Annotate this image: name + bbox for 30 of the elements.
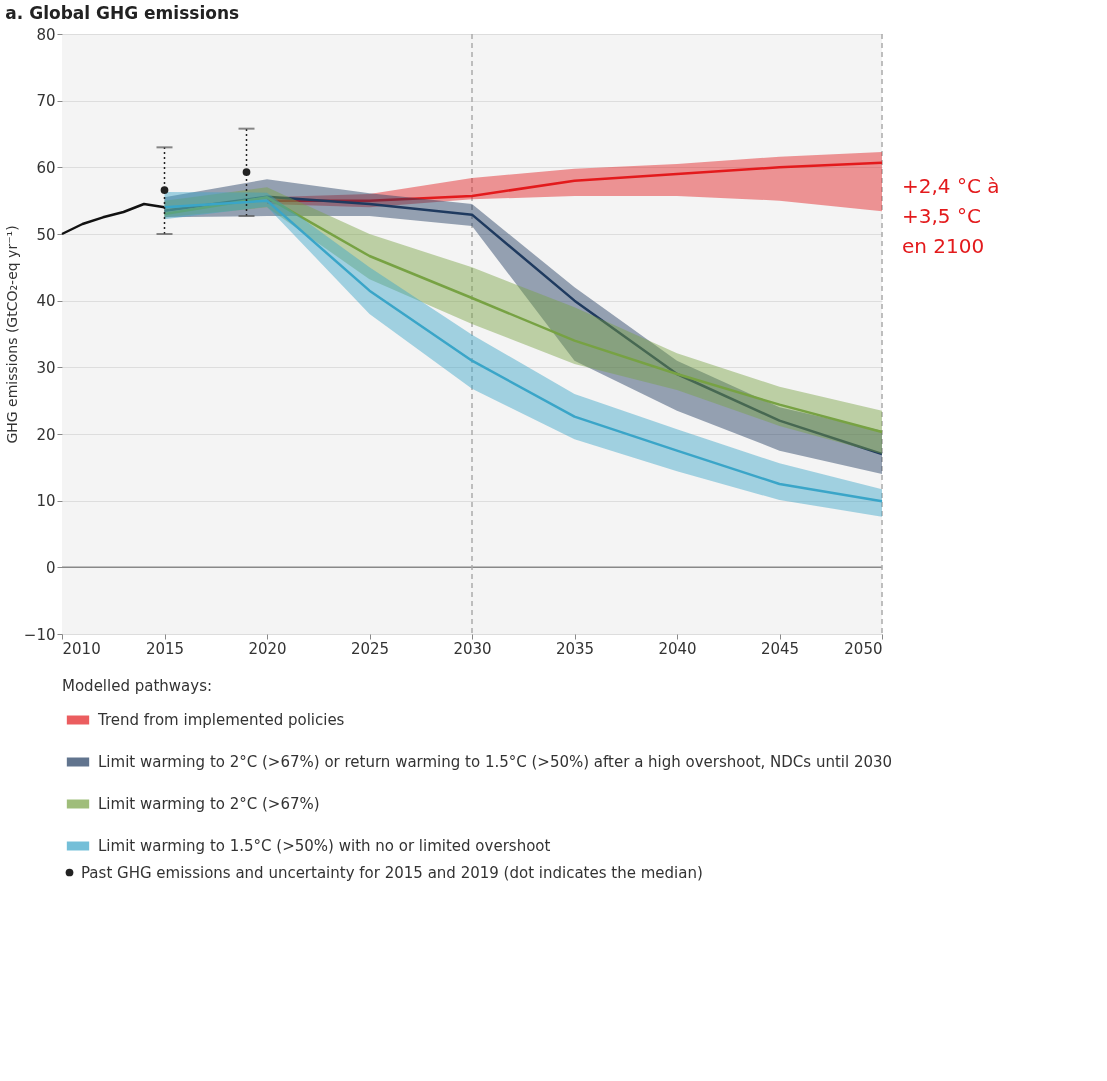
y-tick-label: 40 <box>36 292 56 311</box>
y-tick-label: −10 <box>23 625 56 644</box>
line-series <box>60 202 166 236</box>
legend-label: Limit warming to 1.5°C (>50%) with no or limited overshoot <box>98 837 551 855</box>
x-tick-label: 2025 <box>350 639 390 658</box>
y-tick-label: 50 <box>36 225 56 244</box>
legend-label: Trend from implemented policies <box>97 711 345 729</box>
x-tick-label: 2010 <box>62 639 101 658</box>
annotation: +2,4 °C à +3,5 °C en 2100 <box>902 173 1000 258</box>
legend-label: Past GHG emissions and uncertainty for 2015 and 2019 (dot indicates the median) <box>81 863 703 882</box>
x-tick-label: 2030 <box>453 639 492 658</box>
legend-label: Limit warming to 2°C (>67%) <box>98 795 320 813</box>
y-tick-label: 30 <box>36 358 56 377</box>
y-tick-label: 10 <box>36 492 56 511</box>
y-tick-label: 20 <box>36 425 56 444</box>
y-axis-title: GHG emissions (GtCO₂-eq yr⁻¹) <box>3 225 20 444</box>
x-tick-label: 2040 <box>658 639 697 658</box>
legend-label: Limit warming to 2°C (>67%) or return warming to 1.5°C (>50%) after a high overshoot, NDCs until 2030 <box>98 753 893 771</box>
x-tick-label: 2015 <box>145 639 185 658</box>
x-tick-label: 2020 <box>248 639 287 658</box>
chart-title: a. Global GHG emissions <box>5 3 240 23</box>
legend-title: Modelled pathways: <box>62 677 213 695</box>
y-tick-label: 70 <box>36 92 56 111</box>
x-tick-label: 2050 <box>844 639 883 658</box>
line-series <box>265 161 884 202</box>
y-tick-label: 80 <box>36 25 56 44</box>
x-tick-label: 2035 <box>555 639 595 658</box>
x-tick-label: 2045 <box>760 639 800 658</box>
y-tick-label: 60 <box>36 158 56 177</box>
y-tick-label: 0 <box>45 558 56 577</box>
